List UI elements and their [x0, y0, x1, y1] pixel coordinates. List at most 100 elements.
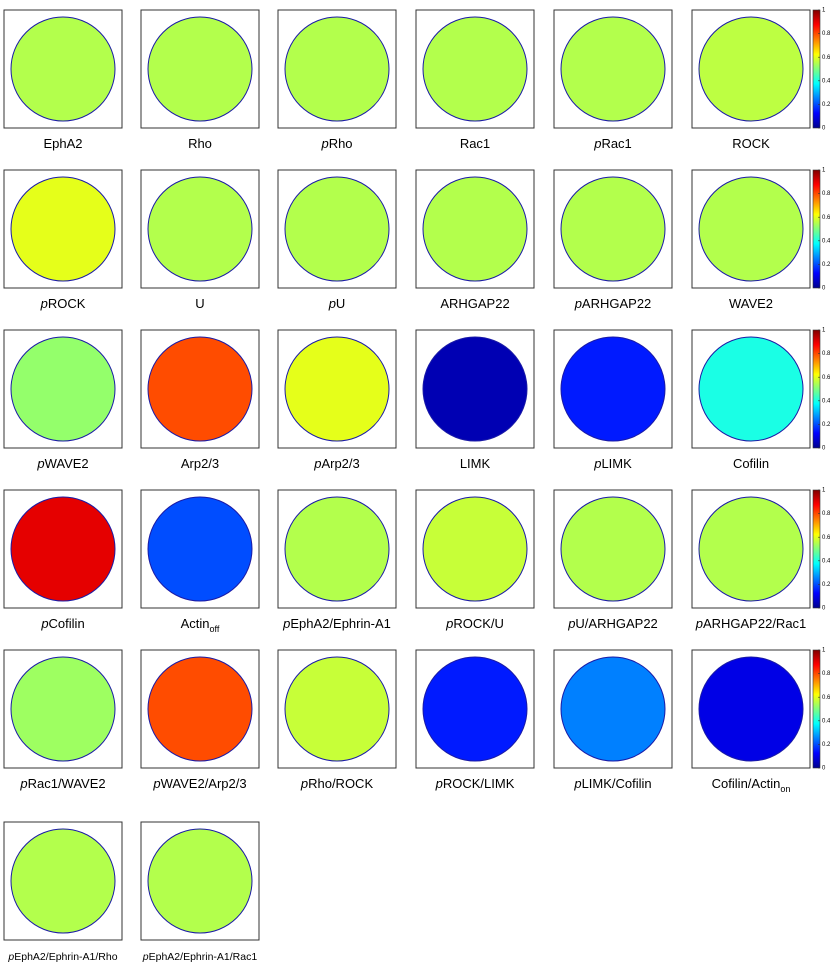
panel-label: pRac1/WAVE2 — [19, 776, 105, 791]
panel-label: pROCK/U — [445, 616, 504, 631]
colorbar-tick-label: 0 — [822, 286, 826, 292]
label-text: U/ARHGAP22 — [575, 616, 657, 631]
colorbar-tick-label: 0 — [822, 126, 826, 132]
label-text: Rho — [329, 136, 353, 151]
panel-label: pEphA2/Ephrin-A1 — [282, 616, 391, 631]
heatmap-disc — [284, 16, 390, 122]
panel-label: pROCK — [40, 296, 86, 311]
heatmap-disc — [560, 336, 666, 442]
panel-label: pRac1 — [593, 136, 632, 151]
panel-label: pWAVE2 — [36, 456, 88, 471]
heatmap-disc — [422, 656, 528, 762]
panel-label: U — [195, 296, 204, 311]
label-prefix: p — [282, 616, 290, 631]
label-prefix: p — [695, 616, 703, 631]
heatmap-disc — [147, 656, 253, 762]
heatmap-disc — [422, 176, 528, 282]
label-prefix: p — [435, 776, 443, 791]
heatmap-disc — [698, 656, 804, 762]
label-text: ROCK/U — [453, 616, 504, 631]
heatmap-disc — [422, 16, 528, 122]
heatmap-disc — [698, 336, 804, 442]
panel-label: ROCK — [732, 136, 770, 151]
colorbar-tick-label: 0.4 — [822, 718, 830, 724]
panel-label: pEphA2/Ephrin-A1/Rac1 — [142, 951, 258, 963]
heatmap-disc — [422, 336, 528, 442]
panel-label: Actinoff — [181, 616, 220, 634]
colorbar-tick-label: 0 — [822, 446, 826, 452]
panel-label: pEphA2/Ephrin-A1/Rho — [7, 951, 117, 963]
label-text: EphA2/Ephrin-A1 — [290, 616, 390, 631]
panel-label: LIMK — [460, 456, 491, 471]
heatmap-disc — [10, 336, 116, 442]
heatmap-disc — [284, 496, 390, 602]
label-text: EphA2 — [43, 136, 82, 151]
panel-label: Rho — [188, 136, 212, 151]
colorbar-tick-label: 1 — [822, 648, 826, 654]
label-text: U — [195, 296, 204, 311]
colorbar-tick-label: 0.6 — [822, 215, 830, 221]
colorbar-tick-label: 0.8 — [822, 31, 830, 37]
colorbar-tick-label: 0.2 — [822, 582, 830, 588]
heatmap-disc — [284, 656, 390, 762]
label-text: Cofilin — [49, 616, 85, 631]
colorbar-tick-label: 0.4 — [822, 78, 830, 84]
colorbar-tick-label: 0.4 — [822, 558, 830, 564]
label-prefix: p — [142, 951, 149, 963]
panel-label: pARHGAP22/Rac1 — [695, 616, 807, 631]
heatmap-disc — [698, 496, 804, 602]
label-text: Rac1 — [601, 136, 631, 151]
label-text: U — [336, 296, 345, 311]
heatmap-disc — [10, 828, 116, 934]
heatmap-disc — [147, 496, 253, 602]
panel-label: Cofilin/Actinon — [712, 776, 791, 794]
colorbar-tick-label: 1 — [822, 168, 826, 174]
panel-label: pArp2/3 — [313, 456, 360, 471]
heatmap-disc — [10, 176, 116, 282]
panel-label: ARHGAP22 — [440, 296, 509, 311]
colorbar — [812, 649, 821, 769]
colorbar-tick-label: 0.2 — [822, 102, 830, 108]
label-prefix: p — [40, 616, 48, 631]
heatmap-disc — [147, 176, 253, 282]
colorbar-tick-label: 1 — [822, 8, 826, 14]
panel-label: pARHGAP22 — [574, 296, 652, 311]
label-prefix: p — [320, 136, 328, 151]
colorbar-tick-label: 0.2 — [822, 742, 830, 748]
label-prefix: p — [573, 776, 581, 791]
label-text: WAVE2 — [729, 296, 773, 311]
label-text: Rho/ROCK — [308, 776, 373, 791]
heatmap-disc — [10, 16, 116, 122]
colorbar-tick-label: 1 — [822, 328, 826, 334]
colorbar-tick-label: 0.8 — [822, 671, 830, 677]
panel-label: pROCK/LIMK — [435, 776, 515, 791]
heatmap-disc — [560, 496, 666, 602]
heatmap-disc — [698, 16, 804, 122]
label-text: Actin — [181, 616, 210, 631]
heatmap-disc — [560, 176, 666, 282]
colorbar-tick-label: 0.2 — [822, 262, 830, 268]
label-prefix: p — [7, 951, 14, 963]
heatmap-disc — [10, 496, 116, 602]
panel-label: pLIMK/Cofilin — [573, 776, 651, 791]
label-text: LIMK/Cofilin — [582, 776, 652, 791]
panel-label: pU — [328, 296, 346, 311]
colorbar-tick-label: 0.6 — [822, 55, 830, 61]
label-text: Rac1 — [460, 136, 490, 151]
label-prefix: p — [36, 456, 44, 471]
label-prefix: p — [593, 136, 601, 151]
colorbar-tick-label: 0.4 — [822, 398, 830, 404]
label-text: LIMK — [460, 456, 491, 471]
label-prefix: p — [574, 296, 582, 311]
colorbar-tick-label: 0.2 — [822, 422, 830, 428]
label-text: WAVE2/Arp2/3 — [161, 776, 247, 791]
panel-label: pRho/ROCK — [300, 776, 374, 791]
colorbar-tick-label: 0 — [822, 766, 826, 772]
label-text: ROCK — [732, 136, 770, 151]
colorbar-tick-label: 0.4 — [822, 238, 830, 244]
heatmap-disc — [147, 828, 253, 934]
label-text: ARHGAP22/Rac1 — [703, 616, 806, 631]
colorbar-tick-label: 1 — [822, 488, 826, 494]
colorbar-tick-label: 0.6 — [822, 375, 830, 381]
colorbar — [812, 329, 821, 449]
